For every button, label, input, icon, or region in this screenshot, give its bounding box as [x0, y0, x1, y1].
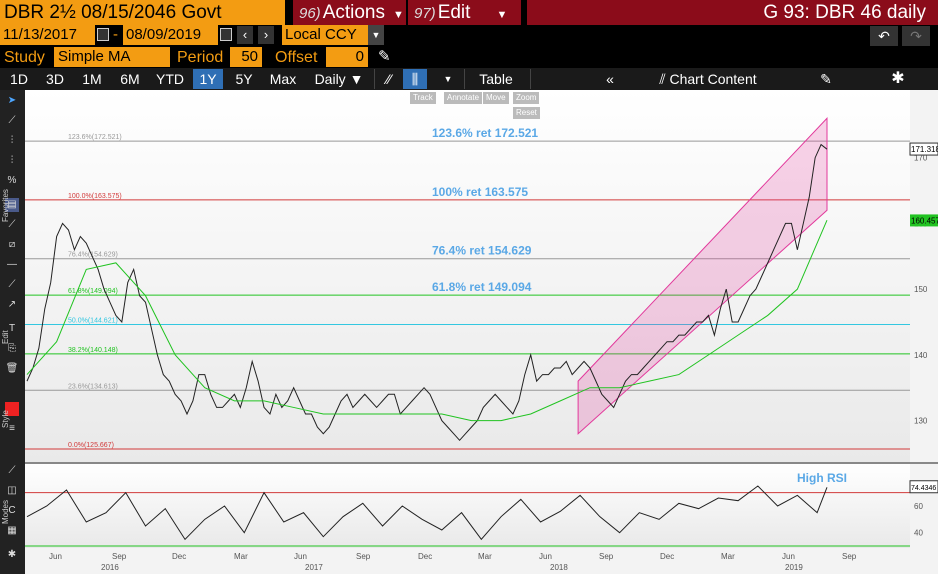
end-date-field[interactable]: 08/09/2019 — [123, 25, 218, 45]
range-1y[interactable]: 1Y — [193, 69, 223, 89]
frequency-label: Daily — [314, 71, 346, 87]
annotate-label: Annotate — [447, 93, 480, 102]
text-tool-icon[interactable]: T — [8, 323, 16, 334]
toolbar-divider — [374, 69, 375, 89]
calendar-icon[interactable] — [97, 28, 109, 41]
track-label: Track — [413, 93, 433, 102]
reset-label: Reset — [516, 108, 537, 117]
line-style-icon[interactable]: ≡ — [9, 423, 15, 434]
track-button[interactable]: Track — [410, 92, 436, 104]
edit-menu[interactable]: 97) Edit ▼ — [406, 0, 521, 25]
favorites-label: Favorites — [1, 189, 10, 222]
actions-menu-label: Actions — [322, 2, 385, 23]
actions-menu[interactable]: 96) Actions ▼ — [291, 0, 406, 25]
fibonacci-icon[interactable]: ⫶ — [10, 135, 14, 146]
zoom-label: Zoom — [516, 93, 537, 102]
pencil-icon[interactable]: ✎ — [378, 48, 391, 65]
edit-chart-icon[interactable]: ✎ — [820, 71, 832, 87]
mode-icon[interactable]: ⟋ — [8, 465, 16, 476]
start-date-field[interactable]: 11/13/2017 — [0, 25, 95, 45]
range-max[interactable]: Max — [269, 71, 297, 87]
arrow-tool-icon[interactable]: ↗ — [7, 299, 17, 310]
period-field[interactable]: 50 — [230, 47, 262, 67]
zoom-button[interactable]: Zoom — [513, 92, 540, 104]
move-button[interactable]: Move — [483, 92, 509, 104]
offset-label: Offset — [275, 49, 318, 66]
chevron-down-icon[interactable]: ▼ — [368, 25, 384, 45]
date-separator: - — [113, 26, 118, 43]
annotate-button[interactable]: Annotate — [444, 92, 483, 104]
style-label: Style — [1, 410, 10, 428]
range-3d[interactable]: 3D — [46, 71, 64, 87]
period-label: Period — [177, 49, 224, 66]
chevron-down-icon: ▼ — [496, 9, 508, 21]
range-6m[interactable]: 6M — [120, 71, 140, 87]
edit-menu-number: 97) — [414, 5, 436, 22]
percent-tool-icon[interactable]: % — [7, 175, 17, 186]
range-5y[interactable]: 5Y — [235, 71, 253, 87]
prev-period-button[interactable]: ‹ — [237, 26, 253, 44]
study-select[interactable]: Simple MA — [54, 47, 170, 67]
collapse-left-icon[interactable]: « — [606, 71, 614, 87]
price-panel[interactable] — [25, 90, 910, 462]
currency-select[interactable]: Local CCY — [282, 25, 368, 45]
range-1d[interactable]: 1D — [10, 71, 28, 87]
table-button[interactable]: Table — [479, 71, 513, 87]
chart-title: G 93: DBR 46 daily — [525, 0, 938, 25]
ray-tool-icon[interactable]: ⟋ — [8, 279, 16, 290]
mode-icon[interactable]: ▦ — [7, 525, 17, 536]
redo-icon[interactable]: ↷ — [902, 26, 930, 46]
ohlc-icon[interactable]: ⫼ — [403, 69, 427, 89]
toolbar-divider — [464, 69, 465, 89]
favorites-tool-icon[interactable]: ▤ — [5, 198, 19, 212]
modes-label: Modes — [1, 499, 10, 524]
drawing-tools-sidebar: ➤ ⟋ ⫶ ⫶ % ▤ ⟋ ⧄ — ⟋ ↗ T ⎘ 🗑 ≡ ⟋ ◫ C ▦ ✱ … — [0, 90, 25, 574]
line-tool-icon[interactable]: ⟋ — [8, 115, 16, 126]
chart-content-label: Chart Content — [669, 71, 757, 87]
line-chart-icon[interactable]: ⁄⁄ — [386, 71, 392, 87]
study-label: Study — [4, 49, 45, 66]
next-period-button[interactable]: › — [258, 26, 274, 44]
edit-label: Edit — [1, 330, 10, 344]
chevron-down-icon[interactable]: ▼ — [443, 74, 453, 84]
copy-icon[interactable]: ⎘ — [8, 343, 16, 354]
reset-button[interactable]: Reset — [513, 107, 540, 119]
mode-icon[interactable]: C — [8, 505, 16, 516]
chart-icon: ⫽ — [659, 71, 670, 87]
rsi-panel[interactable] — [25, 464, 910, 548]
range-1m[interactable]: 1M — [82, 71, 102, 87]
price-axis — [910, 90, 938, 548]
security-field[interactable]: DBR 2½ 08/15/2046 Govt — [0, 0, 285, 25]
trash-icon[interactable]: 🗑 — [5, 363, 19, 374]
toolbar — [0, 68, 938, 90]
color-swatch-icon[interactable] — [5, 402, 19, 416]
offset-field[interactable]: 0 — [326, 47, 368, 67]
mode-icon[interactable]: ◫ — [7, 485, 17, 496]
study-divider — [170, 47, 173, 67]
fibonacci-fan-icon[interactable]: ⫶ — [10, 155, 14, 166]
trend-line-icon[interactable]: ⟋ — [8, 219, 16, 230]
caret-down-icon: ▼ — [349, 71, 364, 87]
range-ytd[interactable]: YTD — [156, 71, 184, 87]
move-label: Move — [486, 93, 506, 102]
panel-divider[interactable] — [25, 462, 938, 464]
time-axis — [25, 548, 938, 574]
undo-icon[interactable]: ↶ — [870, 26, 898, 46]
cursor-icon[interactable]: ➤ — [7, 95, 17, 106]
frequency-select[interactable]: Daily ▼ — [307, 69, 371, 89]
gear-icon[interactable]: ✱ — [891, 70, 905, 87]
chevron-down-icon: ▼ — [393, 9, 404, 21]
horizontal-line-icon[interactable]: — — [7, 259, 17, 270]
toolbar-divider — [530, 69, 531, 89]
channel-tool-icon[interactable]: ⧄ — [8, 239, 16, 250]
calendar-icon[interactable] — [220, 28, 232, 41]
actions-menu-number: 96) — [299, 5, 321, 22]
chart-content-button[interactable]: ⫽ Chart Content — [648, 69, 768, 89]
edit-menu-label: Edit — [437, 2, 471, 23]
settings-icon[interactable]: ✱ — [7, 549, 17, 560]
